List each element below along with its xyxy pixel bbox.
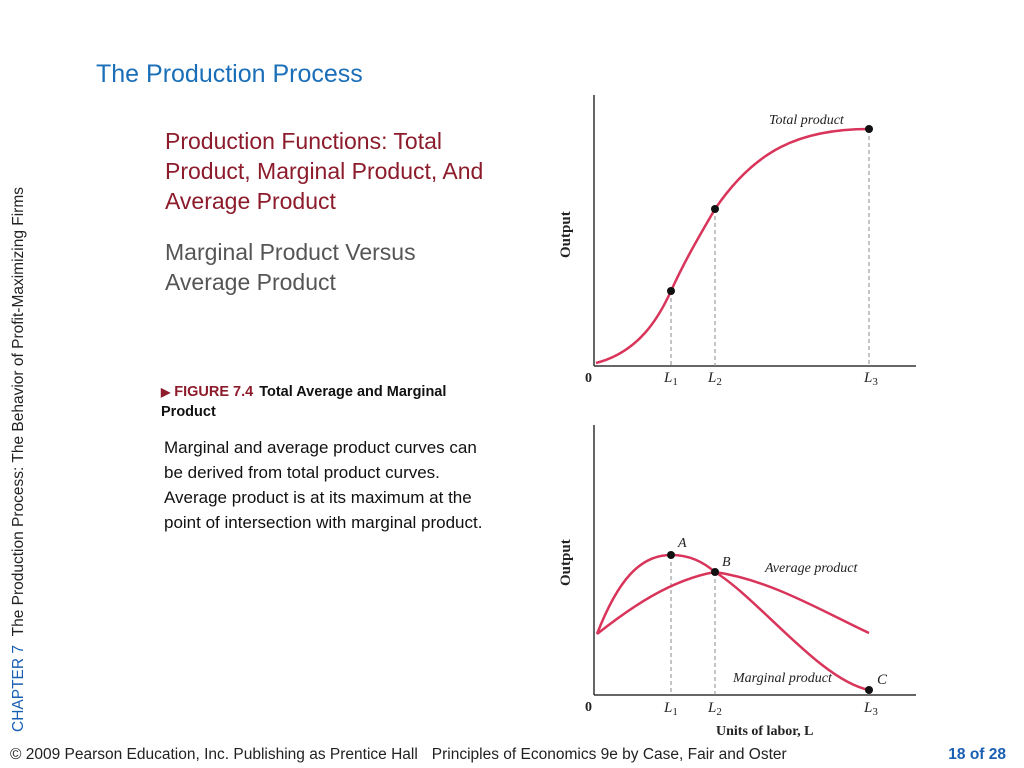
average-product-curve [596, 570, 870, 635]
bottom-x-axis-label: Units of labor, L [716, 724, 814, 739]
bottom-origin-label: 0 [585, 700, 592, 715]
total-product-curve [595, 127, 870, 365]
total-product-point-l1 [667, 287, 675, 295]
footer: © 2009 Pearson Education, Inc. Publishin… [10, 746, 787, 764]
bottom-y-axis-label: Output [558, 539, 574, 586]
point-a-label: A [677, 536, 687, 551]
bottom-tick-l1: L1 [663, 700, 678, 718]
triangle-bullet-icon: ▶ [161, 385, 171, 399]
top-tick-l2: L2 [707, 370, 722, 388]
bottom-tick-l3: L3 [863, 700, 878, 718]
slide-subtitle: Production Functions: Total Product, Mar… [165, 128, 484, 214]
figure-description: Marginal and average product curves can … [164, 435, 484, 535]
footer-book: Principles of Economics 9e by Case, Fair… [431, 746, 787, 763]
point-b-label: B [722, 555, 731, 570]
point-b [711, 568, 719, 576]
top-tick-l3: L3 [863, 370, 878, 388]
footer-copyright: © 2009 Pearson Education, Inc. Publishin… [10, 746, 418, 763]
total-product-point-l3 [865, 125, 873, 133]
marginal-product-label: Marginal product [732, 671, 833, 686]
average-marginal-product-chart: A B C Average product Marginal product O… [558, 425, 916, 739]
total-product-label: Total product [769, 113, 845, 128]
marginal-product-curve [595, 553, 870, 692]
figure-caption: ▶ FIGURE 7.4 Total Average and Marginal Pr… [161, 382, 491, 422]
figure-description-1: Marginal and average product curves can … [164, 438, 477, 482]
top-y-axis-label: Output [558, 211, 574, 258]
top-tick-l1: L1 [663, 370, 678, 388]
bottom-tick-l2: L2 [707, 700, 722, 718]
figure-description-2: Average product is at its maximum at the… [164, 488, 483, 532]
slide-title: The Production Process [96, 60, 363, 88]
total-product-chart: Total product Output 0 L1 L2 L3 [558, 95, 916, 388]
figure-caption-text: Total Average and Marginal Product [161, 384, 447, 420]
slide-subhead: Marginal Product Versus Average Product [165, 239, 416, 295]
top-origin-label: 0 [585, 371, 592, 386]
figure-number: FIGURE 7.4 [174, 384, 254, 400]
point-c-label: C [877, 672, 888, 688]
total-product-point-l2 [711, 205, 719, 213]
average-product-label: Average product [764, 561, 859, 576]
point-a [667, 551, 675, 559]
point-c [865, 686, 873, 694]
page-indicator: 18 of 28 [948, 746, 1006, 763]
